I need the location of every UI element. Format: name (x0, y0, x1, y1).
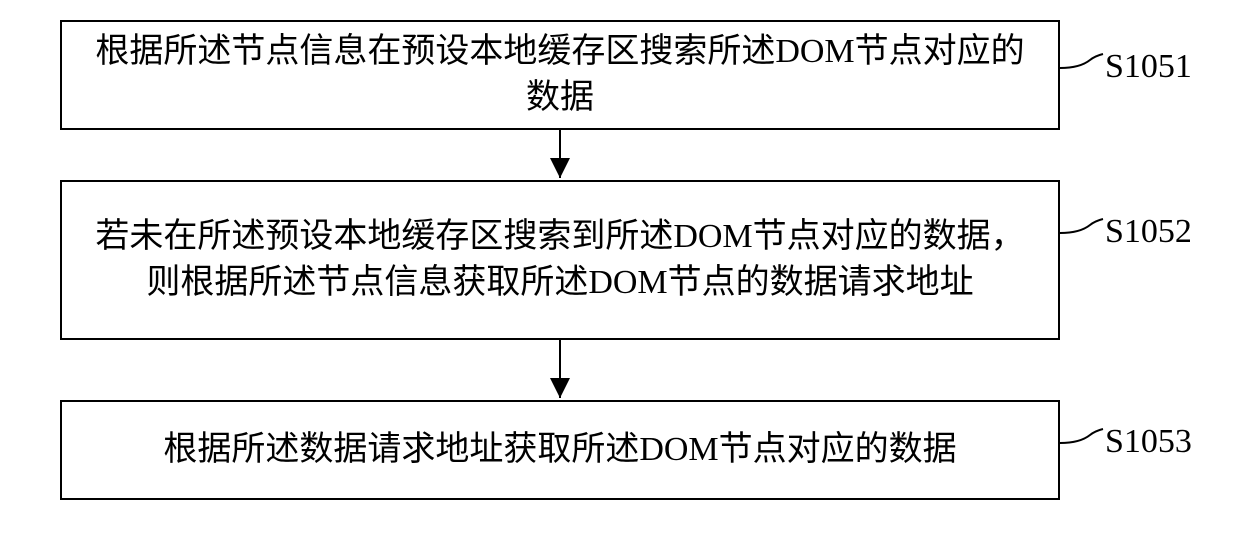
label-connector-s1053 (0, 0, 1240, 548)
flowchart-canvas: 根据所述节点信息在预设本地缓存区搜索所述DOM节点对应的数据 S1051 若未在… (0, 0, 1240, 548)
